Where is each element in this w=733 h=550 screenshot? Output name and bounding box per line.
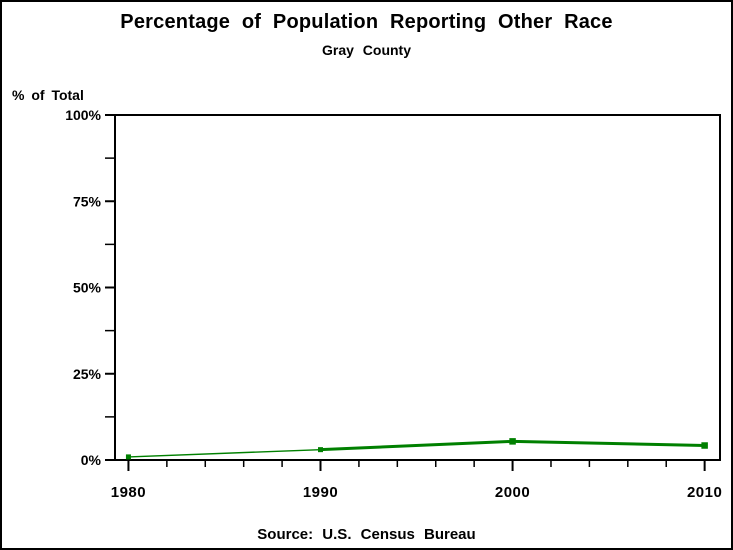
y-axis-tick-label: 100%	[65, 107, 101, 123]
y-axis-tick-label: 50%	[73, 280, 102, 296]
x-axis-tick-label: 2010	[687, 484, 722, 501]
data-point-marker	[701, 442, 708, 449]
x-axis-tick-label: 1980	[111, 484, 146, 501]
source-caption: Source: U.S. Census Bureau	[257, 526, 476, 543]
y-axis-tick-label: 25%	[73, 366, 102, 382]
data-line-segment	[320, 439, 513, 452]
x-axis-tick-label: 2000	[495, 484, 530, 501]
plot-frame	[114, 114, 721, 461]
y-axis-tick-label: 75%	[73, 193, 102, 209]
y-axis-title: % of Total	[12, 87, 84, 103]
data-line-segment	[512, 439, 705, 448]
data-point-marker	[125, 454, 131, 460]
x-axis-tick-label: 1990	[303, 484, 338, 501]
y-axis-tick-label: 0%	[81, 452, 102, 468]
chart-subtitle: Gray County	[321, 42, 411, 58]
data-point-marker	[318, 447, 324, 453]
data-point-marker	[509, 438, 516, 445]
data-line-segment	[128, 448, 321, 458]
chart-title: Percentage of Population Reporting Other…	[120, 11, 613, 33]
